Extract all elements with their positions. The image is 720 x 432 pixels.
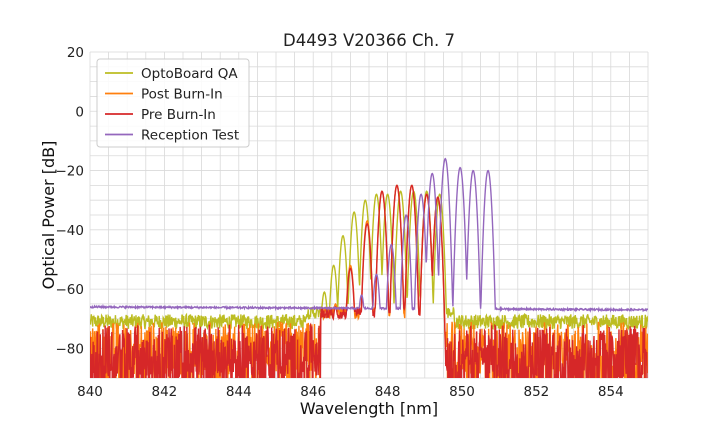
x-tick-labels: 840 842 844 846 848 850 852 854 xyxy=(77,384,624,400)
chart-title: D4493 V20366 Ch. 7 xyxy=(283,31,455,50)
legend-box xyxy=(96,58,250,148)
legend-label: Pre Burn-In xyxy=(141,107,216,123)
y-tick-label: −60 xyxy=(56,282,85,298)
legend-label: Post Burn-In xyxy=(141,87,223,103)
legend-label: Reception Test xyxy=(141,128,239,144)
series-line-reception-test xyxy=(90,157,648,313)
y-tick-label: 0 xyxy=(75,104,84,120)
legend: OptoBoard QA Post Burn-In Pre Burn-In Recep… xyxy=(96,58,250,148)
x-tick-label: 854 xyxy=(598,384,624,400)
x-tick-label: 840 xyxy=(77,384,103,400)
y-tick-label: −20 xyxy=(56,164,85,180)
x-tick-label: 852 xyxy=(524,384,550,400)
series-line-pre-burn-in xyxy=(90,184,648,378)
x-tick-label: 842 xyxy=(152,384,178,400)
x-tick-label: 846 xyxy=(300,384,326,400)
series-layer xyxy=(90,157,648,378)
y-tick-label: 20 xyxy=(67,45,84,61)
y-axis-title: Optical Power [dB] xyxy=(39,141,58,290)
x-tick-label: 848 xyxy=(375,384,401,400)
legend-label: OptoBoard QA xyxy=(141,66,238,82)
x-tick-label: 850 xyxy=(449,384,475,400)
y-tick-label: −80 xyxy=(56,341,85,357)
x-axis-title: Wavelength [nm] xyxy=(300,399,438,418)
x-tick-label: 844 xyxy=(226,384,252,400)
y-tick-label: −40 xyxy=(56,223,85,239)
y-tick-labels: 20 0 −20 −40 −60 −80 xyxy=(56,45,85,357)
